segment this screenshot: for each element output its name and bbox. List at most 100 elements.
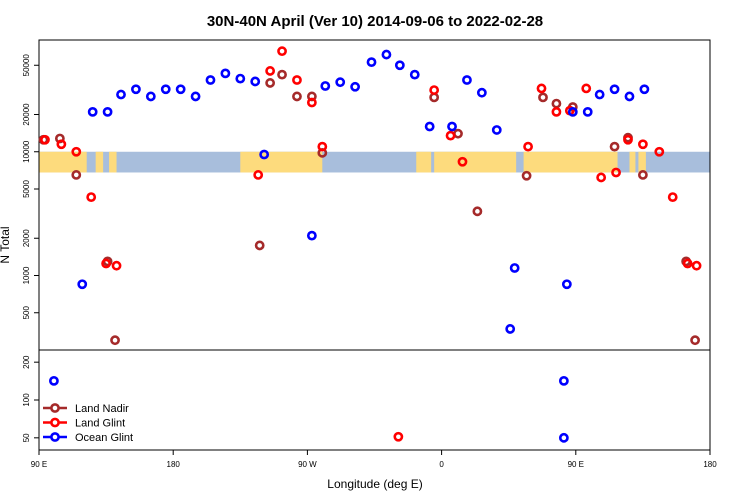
land-nadir-point	[71, 170, 82, 180]
land-glint-point	[86, 192, 97, 203]
ocean-glint-point	[350, 81, 361, 92]
land-glint-point	[445, 130, 456, 141]
land-glint-point	[667, 192, 678, 203]
ocean-glint-point	[447, 121, 457, 132]
map-land	[416, 151, 432, 173]
ocean-glint-point	[205, 75, 216, 85]
land-nadir-point	[690, 335, 700, 346]
ocean-glint-point	[306, 230, 317, 241]
land-glint-point	[523, 141, 533, 152]
ocean-glint-point	[491, 125, 502, 135]
y-tick-label: 2000	[22, 229, 31, 247]
y-tick-label: 5000	[22, 180, 31, 198]
land-glint-point	[623, 134, 633, 145]
land-glint-point	[654, 146, 665, 157]
ocean-glint-point	[190, 91, 201, 102]
y-axis-label: N Total	[0, 226, 12, 263]
land-nadir-point	[609, 141, 620, 152]
ocean-glint-point	[639, 84, 650, 95]
legend-marker-ocean-glint	[50, 432, 60, 442]
ocean-glint-point	[624, 91, 635, 102]
land-glint-point	[457, 156, 468, 167]
land-nadir-point	[638, 170, 648, 180]
ocean-glint-point	[594, 89, 605, 100]
top-panel: 500 1000 2000 5000 10000 20000 50000	[22, 39, 711, 351]
y-tick-label: 20000	[22, 103, 31, 126]
map-land	[240, 151, 323, 173]
ocean-glint-point	[567, 106, 578, 117]
chart-title: 30N-40N April (Ver 10) 2014-09-06 to 202…	[207, 13, 543, 30]
land-glint-point	[277, 46, 287, 57]
ocean-glint-point	[160, 84, 171, 95]
ocean-glint-point	[145, 91, 156, 102]
map-band	[39, 151, 710, 173]
y-tick-label: 1000	[22, 266, 31, 284]
x-axis-label: Longitude (deg E)	[327, 477, 422, 491]
legend-label-land-glint: Land Glint	[75, 418, 125, 430]
top-y-ticks: 500 1000 2000 5000 10000 20000 50000	[22, 54, 39, 320]
ocean-glint-point	[505, 324, 516, 334]
land-glint-point	[682, 258, 693, 269]
land-nadir-point	[521, 170, 532, 181]
ocean-glint-point	[509, 263, 520, 273]
land-glint-point	[596, 172, 607, 183]
ocean-glint-point	[424, 121, 435, 132]
land-glint-point	[306, 97, 317, 108]
bottom-y-ticks: 50 100 200	[22, 355, 39, 442]
y-tick-label: 50000	[22, 54, 31, 77]
data-points	[38, 46, 702, 443]
y-tick-label: 500	[22, 306, 31, 320]
land-nadir-point	[265, 78, 276, 88]
legend-label-ocean-glint: Ocean Glint	[75, 432, 133, 444]
y-tick-label: 10000	[22, 140, 31, 163]
land-glint-point	[393, 431, 404, 442]
ocean-glint-point	[476, 87, 487, 98]
x-tick-label: 90 E	[31, 460, 47, 469]
ocean-glint-point	[87, 106, 98, 117]
map-land	[39, 151, 87, 173]
land-glint-point	[581, 83, 592, 94]
y-tick-label: 100	[22, 393, 31, 407]
land-glint-point	[101, 258, 111, 269]
map-land	[523, 151, 618, 173]
land-glint-point	[691, 260, 702, 271]
y-tick-label: 200	[22, 355, 31, 369]
ocean-glint-point	[175, 84, 186, 95]
land-glint-point	[317, 141, 328, 152]
land-nadir-point	[551, 98, 562, 109]
map-land	[638, 151, 646, 173]
ocean-glint-point	[235, 73, 246, 84]
map-land	[109, 151, 117, 173]
land-glint-point	[536, 83, 547, 94]
land-glint-point	[551, 106, 562, 117]
ocean-glint-point	[394, 60, 405, 71]
land-glint-point	[111, 260, 122, 271]
land-nadir-point	[292, 91, 302, 102]
x-tick-label: 90 E	[568, 460, 584, 469]
ocean-glint-point	[582, 106, 593, 117]
land-glint-point	[429, 85, 440, 95]
ocean-glint-point	[409, 69, 420, 80]
ocean-glint-point	[381, 49, 392, 60]
ocean-glint-point	[609, 84, 620, 95]
ocean-glint-point	[320, 81, 331, 91]
x-tick-label: 0	[439, 460, 444, 469]
land-nadir-point	[453, 128, 463, 139]
x-ticks: 90 E 180 90 W 0 90 E 180	[31, 450, 717, 469]
land-nadir-point	[472, 206, 483, 217]
land-glint-point	[71, 146, 82, 157]
ocean-glint-point	[220, 68, 231, 79]
ocean-glint-point	[335, 77, 346, 88]
land-glint-point	[292, 75, 302, 85]
ocean-glint-point	[558, 432, 569, 443]
y-tick-label: 50	[22, 433, 31, 442]
ocean-glint-point	[259, 149, 270, 160]
ocean-glint-point	[558, 375, 569, 386]
x-tick-label: 180	[703, 460, 717, 469]
land-glint-point	[56, 139, 67, 150]
map-land	[629, 151, 636, 173]
land-nadir-point	[277, 69, 287, 80]
map-land	[95, 151, 104, 173]
legend-marker-land-glint	[50, 417, 60, 428]
